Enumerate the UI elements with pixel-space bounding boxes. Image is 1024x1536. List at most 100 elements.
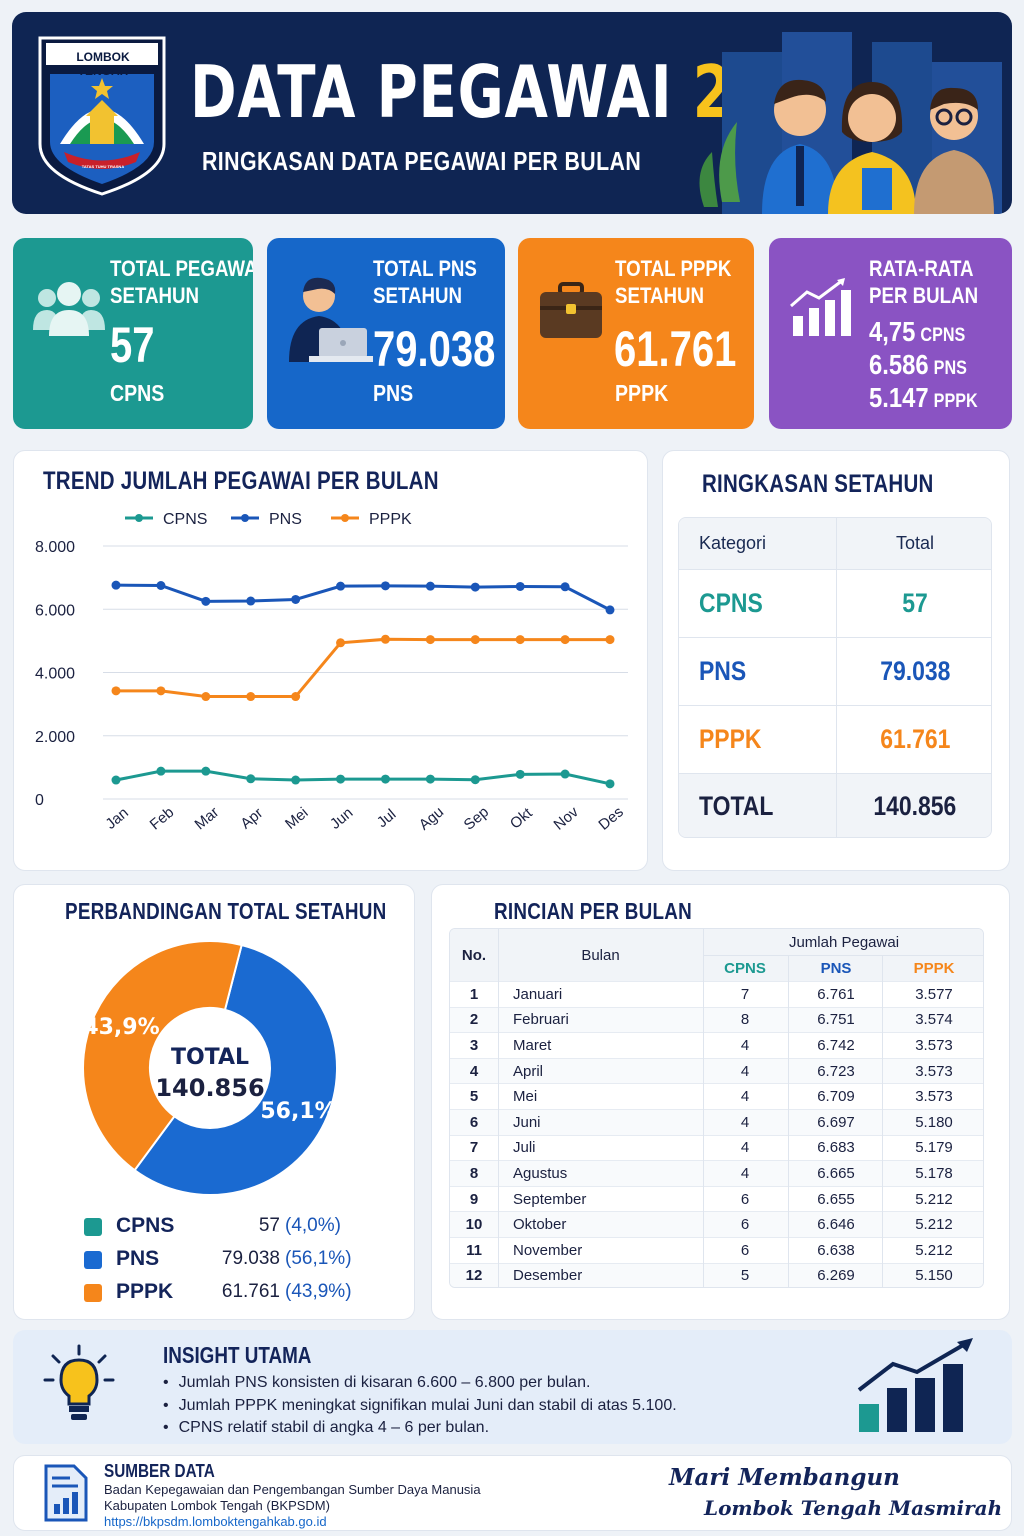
cell-no: 7 [469, 1139, 479, 1157]
table-row: 8 Agustus 4 6.665 5.178 [450, 1160, 983, 1186]
data-point [201, 692, 211, 702]
cell-pns: 6.646 [817, 1216, 855, 1234]
cell-pppk: 5.212 [915, 1216, 953, 1234]
cell-cpns: 4 [740, 1139, 750, 1157]
summary-row-pns: PNS 79.038 [679, 638, 991, 706]
data-point [605, 635, 615, 645]
table-row: 7 Juli 4 6.683 5.179 [450, 1134, 983, 1161]
total-cpns-card: TOTAL PEGAWAI SETAHUN 57 CPNS [13, 238, 253, 429]
x-tick-label: Jan [102, 804, 131, 833]
table-row: 5 Mei 4 6.709 3.573 [450, 1083, 983, 1109]
slogan-line: Mari Membangun [669, 1464, 900, 1491]
cell-no: 6 [469, 1113, 479, 1131]
table-row: 10 Oktober 6 6.646 5.212 [450, 1211, 983, 1237]
summary-title: RINGKASAN SETAHUN [702, 470, 934, 498]
monthly-rows: 1 Januari 7 6.761 3.577 2 Februari 8 6.751 3.574 3… [450, 981, 983, 1287]
cell-no: 12 [465, 1267, 483, 1285]
x-tick-label: Nov [551, 803, 583, 833]
legend-item-cpns: CPNS 57 (4,0%) [80, 1212, 380, 1242]
total-pppk-card: TOTAL PPPK SETAHUN 61.761 PPPK [518, 238, 754, 429]
data-point [380, 581, 390, 591]
col-month: Bulan [581, 946, 620, 964]
cell-pns: 6.655 [817, 1190, 855, 1208]
avg-value: 6.586 [869, 349, 929, 380]
rising-bars-icon [857, 1338, 973, 1432]
avg-pppk: 5.147 PPPK [869, 382, 978, 414]
data-point [425, 774, 435, 784]
summary-col-category: Kategori [699, 533, 767, 553]
cell-month: Maret [513, 1036, 552, 1054]
summary-category: TOTAL [699, 791, 774, 821]
cell-no: 4 [469, 1062, 479, 1080]
card-label: SETAHUN [373, 283, 463, 308]
legend-swatch [84, 1251, 102, 1269]
cell-pppk: 5.150 [915, 1267, 953, 1285]
data-point [380, 634, 390, 644]
data-point [291, 692, 301, 702]
x-tick-label: Okt [507, 804, 536, 833]
summary-total: 140.856 [873, 791, 957, 821]
avg-cpns: 4,75 CPNS [869, 316, 965, 348]
monthly-table: No. Bulan Jumlah Pegawai CPNS PNS PPPK 1… [449, 928, 984, 1288]
data-point [515, 581, 525, 591]
data-point [336, 774, 346, 784]
cell-no: 8 [469, 1164, 479, 1182]
y-tick-label: 6.000 [35, 602, 75, 619]
cell-pppk: 3.577 [915, 985, 953, 1003]
cell-pppk: 5.212 [915, 1241, 953, 1259]
legend-pct: (43,9%) [285, 1281, 352, 1302]
cell-pns: 6.697 [817, 1113, 855, 1131]
data-point [470, 635, 480, 645]
cell-cpns: 4 [740, 1113, 750, 1131]
x-tick-label: Jul [374, 806, 400, 831]
cell-cpns: 6 [740, 1216, 750, 1234]
cell-pns: 6.742 [817, 1036, 855, 1054]
series-line-pns [115, 583, 611, 612]
data-point [605, 605, 615, 615]
slogan-line: Lombok Tengah Masmirah [704, 1496, 1003, 1520]
data-point [156, 580, 166, 590]
data-point [291, 775, 301, 785]
cell-month: Juli [513, 1139, 536, 1157]
cell-pns: 6.751 [817, 1011, 855, 1029]
cell-no: 2 [469, 1011, 479, 1029]
average-per-month-card: RATA-RATA PER BULAN 4,75 CPNS 6.586 PNS 5.… [769, 238, 1012, 429]
data-point [560, 582, 570, 592]
data-point [380, 774, 390, 784]
summary-category: PPPK [699, 724, 762, 754]
data-point [201, 766, 211, 776]
col-pns: PNS [820, 959, 852, 977]
summary-total: 79.038 [879, 656, 951, 686]
cell-no: 10 [465, 1216, 483, 1234]
header-banner: LOMBOK TENGAH TATAS TUHU TRASNA DATA PEG… [12, 12, 1012, 214]
card-label: TOTAL PNS [373, 256, 477, 281]
cell-no: 11 [466, 1241, 482, 1259]
cell-pns: 6.269 [817, 1267, 855, 1285]
data-point [111, 686, 121, 696]
legend-value: 57 [258, 1215, 280, 1236]
legend-value: 79.038 [221, 1248, 280, 1269]
x-tick-label: Agu [416, 803, 447, 833]
cell-cpns: 4 [740, 1062, 750, 1080]
data-point [156, 686, 166, 696]
col-cpns: CPNS [724, 959, 766, 977]
cell-cpns: 6 [740, 1241, 750, 1259]
avg-unit: PPPK [933, 391, 978, 412]
table-row: 6 Juni 4 6.697 5.180 [450, 1109, 983, 1135]
legend-label: PNS [116, 1247, 160, 1270]
data-point [605, 779, 615, 789]
donut-slice-pppk [82, 940, 243, 1172]
data-point [470, 775, 480, 785]
cell-month: Mei [513, 1088, 538, 1106]
legend-marker [341, 514, 349, 522]
footer: SUMBER DATA Badan Kepegawaian dan Pengem… [13, 1455, 1012, 1531]
legend-item-pns: PNS 79.038 (56,1%) [80, 1245, 380, 1275]
data-point [425, 581, 435, 591]
series-line-cpns [115, 769, 611, 786]
card-unit: CPNS [110, 380, 165, 406]
legend-label: PNS [269, 511, 302, 528]
people-icon [33, 282, 105, 336]
comparison-title: PERBANDINGAN TOTAL SETAHUN [65, 898, 387, 924]
source-url-link[interactable]: https://bkpsdm.lomboktengahkab.go.id [104, 1514, 327, 1529]
